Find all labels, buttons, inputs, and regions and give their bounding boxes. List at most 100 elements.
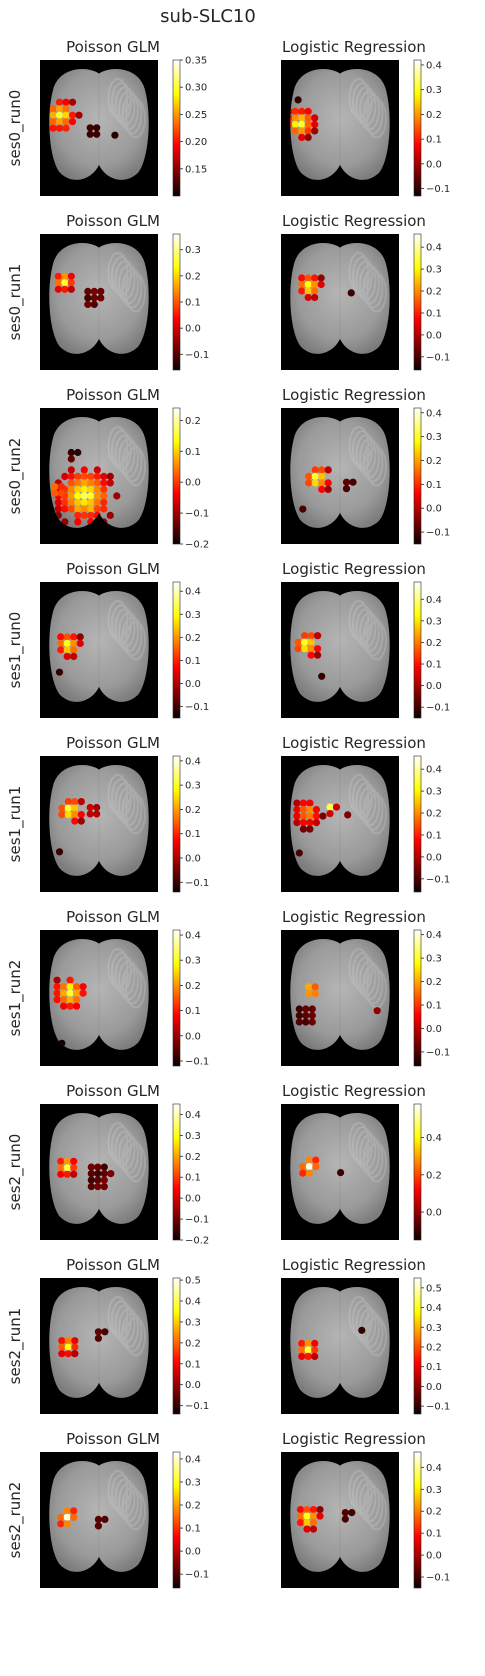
- colorbar-tick-label: 0.1: [185, 1524, 201, 1535]
- activation-cell: [311, 1346, 319, 1354]
- colorbar: [172, 1277, 181, 1415]
- activation-cell: [60, 989, 68, 997]
- activation-cell: [71, 817, 79, 825]
- panel-poisson-ses2_run2: ses2_run2 Poisson GLM −0.1 0.0 0.1 0.2 0.3 0.4: [6, 1430, 209, 1589]
- colorbar-tick-label: 0.2: [426, 287, 442, 298]
- activation-cell: [93, 466, 101, 474]
- activation-cell: [94, 1334, 102, 1342]
- activation-cell: [57, 646, 65, 654]
- activation-cell: [100, 479, 108, 487]
- activation-cell: [94, 1176, 102, 1184]
- activation-cell: [299, 825, 307, 833]
- panel-title: Poisson GLM: [66, 212, 160, 230]
- panel-logistic-ses0_run0: Logistic Regression −0.1 0.0 0.1 0.2 0.3 0.4: [281, 38, 450, 197]
- activation-cell: [293, 799, 301, 807]
- activation-layer: [51, 448, 121, 526]
- activation-cell: [318, 466, 326, 474]
- activation-cell: [312, 812, 320, 820]
- row-label: ses2_run1: [6, 1308, 25, 1385]
- panel-poisson-ses2_run0: ses2_run0 Poisson GLM −0.2 −0.1 0.0 0.1 0.2 0.3…: [6, 1082, 209, 1247]
- panel-title: Poisson GLM: [66, 560, 160, 578]
- activation-cell: [61, 272, 69, 280]
- activation-layer: [294, 632, 326, 680]
- activation-cell: [314, 651, 322, 659]
- colorbar-tick-label: 0.1: [426, 830, 442, 841]
- activation-cell: [113, 492, 121, 500]
- panel-poisson-ses2_run1: ses2_run1 Poisson GLM −0.1 0.0 0.1 0.2 0.3 0.4 0…: [6, 1256, 209, 1415]
- brain-texture: [98, 73, 147, 165]
- activation-cell: [294, 96, 302, 104]
- activation-cell: [295, 1018, 303, 1026]
- activation-cell: [87, 505, 95, 513]
- activation-cell: [298, 1346, 306, 1354]
- activation-cell: [295, 1005, 303, 1013]
- activation-cell: [66, 983, 74, 991]
- colorbar-tick-label: 0.4: [426, 1303, 442, 1314]
- activation-cell: [86, 124, 94, 132]
- activation-cell: [57, 1157, 65, 1165]
- colorbar: [172, 59, 181, 197]
- colorbar-tick-label: 0.0: [426, 159, 442, 170]
- brain-outline: [290, 1287, 390, 1398]
- brain-texture: [339, 247, 388, 339]
- activation-layer: [293, 799, 352, 857]
- colorbar-tick-label: 0.3: [185, 956, 201, 967]
- activation-cell: [53, 989, 61, 997]
- activation-cell: [80, 492, 88, 500]
- activation-cell: [74, 505, 82, 513]
- panel-title: Poisson GLM: [66, 1430, 160, 1448]
- activation-cell: [70, 1507, 78, 1515]
- colorbar-tick-label: −0.1: [426, 528, 450, 539]
- activation-cell: [80, 485, 88, 493]
- activation-cell: [307, 632, 315, 640]
- colorbar-tick-label: 0.3: [185, 1477, 201, 1488]
- activation-cell: [324, 466, 332, 474]
- activation-cell: [303, 1519, 311, 1527]
- activation-cell: [67, 485, 75, 493]
- colorbar-tick-label: 0.4: [185, 1454, 201, 1465]
- activation-layer: [57, 1157, 115, 1191]
- activation-cell: [71, 811, 79, 819]
- panel-title: Poisson GLM: [66, 1256, 160, 1274]
- activation-cell: [304, 120, 312, 128]
- activation-cell: [100, 498, 108, 506]
- activation-cell: [86, 803, 94, 812]
- activation-cell: [312, 819, 320, 827]
- colorbar: [172, 929, 181, 1067]
- activation-cell: [93, 479, 101, 487]
- activation-cell: [73, 983, 81, 991]
- activation-cell: [70, 1170, 78, 1178]
- activation-cell: [93, 505, 101, 513]
- activation-cell: [312, 806, 320, 814]
- panel-title: Poisson GLM: [66, 734, 160, 752]
- activation-cell: [311, 114, 319, 122]
- colorbar: [172, 1103, 181, 1241]
- activation-cell: [302, 1011, 310, 1020]
- colorbar: [413, 233, 422, 371]
- activation-cell: [295, 849, 303, 857]
- figure-title: sub-SLC10: [160, 6, 256, 27]
- activation-cell: [71, 1343, 79, 1351]
- colorbar-tick-label: −0.1: [426, 703, 450, 714]
- brain-texture: [98, 943, 147, 1035]
- colorbar-tick-label: 0.3: [426, 265, 442, 276]
- activation-cell: [298, 274, 306, 282]
- activation-cell: [55, 98, 64, 106]
- activation-cell: [54, 505, 62, 513]
- colorbar-tick-label: 0.4: [426, 595, 442, 606]
- activation-cell: [303, 1512, 311, 1520]
- activation-cell: [306, 812, 314, 820]
- colorbar-tick-label: 0.2: [426, 638, 442, 649]
- colorbar: [172, 407, 181, 545]
- activation-cell: [293, 806, 301, 814]
- colorbar: [413, 1277, 422, 1415]
- activation-cell: [58, 811, 66, 819]
- activation-cell: [53, 983, 61, 991]
- activation-cell: [298, 127, 306, 135]
- activation-cell: [54, 279, 62, 287]
- row-label: ses1_run0: [6, 612, 25, 689]
- colorbar: [413, 59, 422, 197]
- activation-cell: [312, 1163, 320, 1171]
- activation-cell: [57, 633, 65, 641]
- row-label: ses1_run1: [6, 786, 25, 863]
